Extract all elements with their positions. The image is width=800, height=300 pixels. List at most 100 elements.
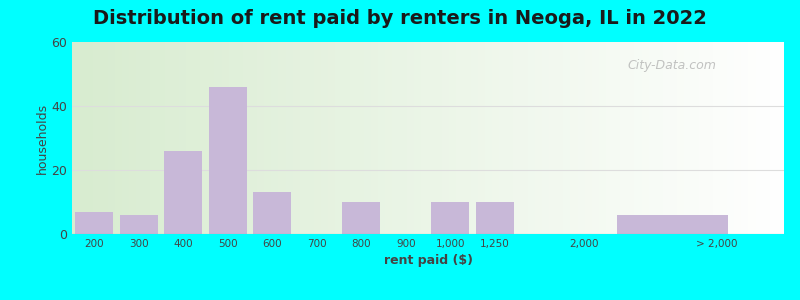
Bar — [335, 42, 342, 234]
Bar — [470, 42, 478, 234]
Bar — [450, 42, 457, 234]
Bar — [476, 202, 514, 234]
Bar — [307, 42, 314, 234]
Bar — [250, 42, 257, 234]
Bar — [209, 87, 246, 234]
Bar — [706, 42, 713, 234]
Bar — [207, 42, 214, 234]
Bar — [172, 42, 179, 234]
Bar — [684, 42, 691, 234]
Bar — [442, 42, 450, 234]
Bar — [120, 215, 158, 234]
Bar — [254, 192, 291, 234]
Bar — [563, 42, 570, 234]
Bar — [642, 42, 649, 234]
Bar — [165, 42, 172, 234]
Bar — [421, 42, 428, 234]
Bar — [293, 42, 300, 234]
Bar — [136, 42, 143, 234]
Bar — [606, 42, 613, 234]
Bar — [107, 42, 114, 234]
Bar — [570, 42, 578, 234]
X-axis label: rent paid ($): rent paid ($) — [383, 254, 473, 267]
Bar — [300, 42, 307, 234]
Bar — [143, 42, 150, 234]
Bar — [506, 42, 514, 234]
Bar — [286, 42, 293, 234]
Bar — [534, 42, 542, 234]
Bar — [542, 42, 549, 234]
Bar — [328, 42, 335, 234]
Bar — [114, 42, 122, 234]
Bar — [485, 42, 492, 234]
Bar — [186, 42, 193, 234]
Bar — [101, 42, 107, 234]
Bar — [755, 42, 762, 234]
Bar — [271, 42, 278, 234]
Bar — [158, 42, 165, 234]
Bar — [770, 42, 777, 234]
Bar — [314, 42, 322, 234]
Bar — [478, 42, 485, 234]
Bar — [122, 42, 129, 234]
Bar — [464, 42, 470, 234]
Bar — [592, 42, 599, 234]
Bar — [492, 42, 499, 234]
Bar — [86, 42, 94, 234]
Text: City-Data.com: City-Data.com — [627, 58, 716, 71]
Bar — [257, 42, 264, 234]
Bar — [613, 42, 620, 234]
Bar — [406, 42, 414, 234]
Bar — [222, 42, 229, 234]
Bar — [342, 42, 350, 234]
Bar — [435, 42, 442, 234]
Bar — [164, 151, 202, 234]
Y-axis label: households: households — [35, 102, 49, 174]
Bar — [749, 42, 755, 234]
Bar — [627, 42, 634, 234]
Bar — [585, 42, 592, 234]
Bar — [691, 42, 698, 234]
Bar — [150, 42, 158, 234]
Bar — [75, 212, 113, 234]
Bar — [649, 42, 656, 234]
Bar — [656, 42, 663, 234]
Bar — [720, 42, 727, 234]
Bar — [193, 42, 200, 234]
Text: Distribution of rent paid by renters in Neoga, IL in 2022: Distribution of rent paid by renters in … — [93, 9, 707, 28]
Bar — [431, 202, 469, 234]
Bar — [734, 42, 742, 234]
Bar — [200, 42, 207, 234]
Bar — [229, 42, 236, 234]
Bar — [620, 42, 627, 234]
Bar — [698, 42, 706, 234]
Bar — [214, 42, 222, 234]
Bar — [393, 42, 399, 234]
Bar — [364, 42, 371, 234]
Bar — [357, 42, 364, 234]
Bar — [677, 42, 684, 234]
Bar — [556, 42, 563, 234]
Bar — [243, 42, 250, 234]
Bar — [342, 202, 380, 234]
Bar — [236, 42, 243, 234]
Bar — [386, 42, 393, 234]
Bar — [179, 42, 186, 234]
Bar — [742, 42, 749, 234]
Bar — [670, 42, 677, 234]
Bar — [777, 42, 784, 234]
Bar — [371, 42, 378, 234]
Bar — [578, 42, 585, 234]
Bar — [350, 42, 357, 234]
Bar — [428, 42, 435, 234]
Bar — [549, 42, 556, 234]
Bar — [321, 42, 328, 234]
Bar — [129, 42, 136, 234]
Bar — [457, 42, 464, 234]
Bar — [762, 42, 770, 234]
Bar — [634, 42, 642, 234]
Bar — [514, 42, 521, 234]
Bar — [79, 42, 86, 234]
Bar — [599, 42, 606, 234]
Bar — [72, 42, 79, 234]
